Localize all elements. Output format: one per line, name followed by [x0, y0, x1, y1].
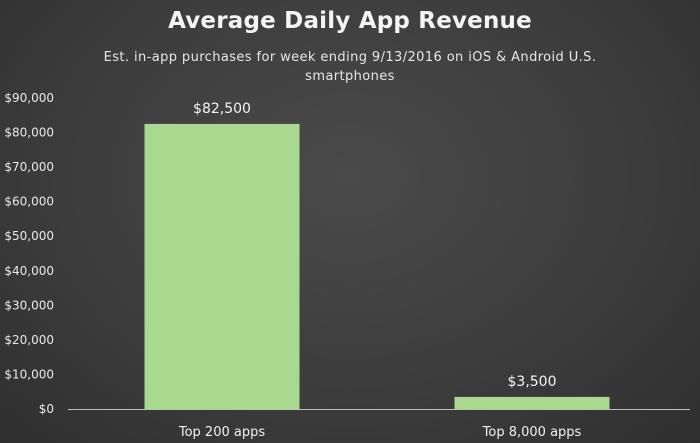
bars-group [144, 123, 610, 410]
bar [144, 123, 300, 410]
x-tick-label: Top 8,000 apps [482, 425, 582, 440]
x-tick-label: Top 200 apps [178, 425, 265, 440]
y-tick-label: $70,000 [4, 160, 54, 174]
y-axis-ticks: $0 $10,000 $20,000 $30,000 $40,000 $50,000 $60… [4, 91, 54, 416]
y-tick-label: $10,000 [4, 367, 54, 381]
y-tick-label: $20,000 [4, 333, 54, 347]
data-label: $3,500 [508, 374, 557, 390]
y-tick-label: $30,000 [4, 298, 54, 312]
data-label: $82,500 [193, 101, 251, 117]
data-labels-group: $82,500 $3,500 [193, 101, 556, 390]
chart-subtitle: Est. in-app purchases for week ending 9/… [103, 50, 597, 84]
bar [454, 396, 610, 409]
y-tick-label: $90,000 [4, 91, 54, 105]
y-tick-label: $40,000 [4, 264, 54, 278]
y-tick-label: $60,000 [4, 195, 54, 209]
y-tick-label: $80,000 [4, 126, 54, 140]
x-axis-labels: Top 200 apps Top 8,000 apps [178, 425, 582, 440]
y-tick-label: $50,000 [4, 229, 54, 243]
chart-title: Average Daily App Revenue [168, 8, 532, 34]
y-tick-label: $0 [39, 402, 54, 416]
